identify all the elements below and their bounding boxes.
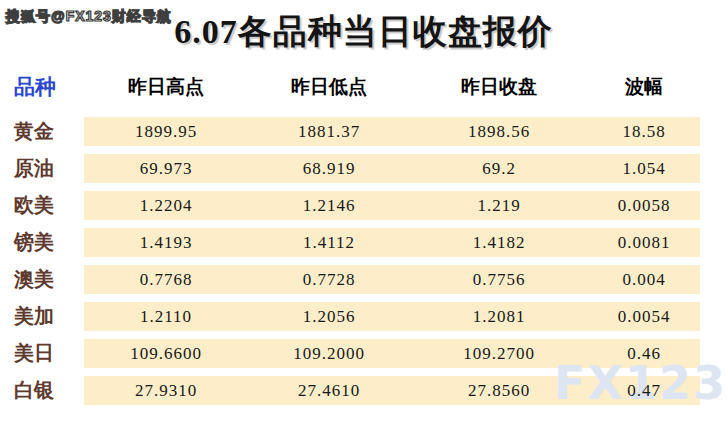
column-header-range: 波幅 — [588, 74, 700, 100]
cell-range: 1.054 — [588, 154, 700, 183]
cell-high: 69.973 — [84, 154, 248, 183]
row-label: 澳美 — [14, 265, 84, 294]
table-row-crude-oil: 原油 69.973 68.919 69.2 1.054 — [0, 154, 727, 183]
table-row-eurusd: 欧美 1.2204 1.2146 1.219 0.0058 — [0, 191, 727, 220]
table-row-audusd: 澳美 0.7768 0.7728 0.7756 0.004 — [0, 265, 727, 294]
row-label: 黄金 — [14, 117, 84, 146]
cell-high: 1899.95 — [84, 117, 248, 146]
cell-range: 0.0054 — [588, 302, 700, 331]
cell-high: 0.7768 — [84, 265, 248, 294]
column-header-high: 昨日高点 — [84, 74, 248, 100]
table-row-gbpusd: 镑美 1.4193 1.4112 1.4182 0.0081 — [0, 228, 727, 257]
cell-high: 1.2110 — [84, 302, 248, 331]
cell-low: 1.2146 — [248, 191, 410, 220]
cell-close: 109.2700 — [410, 339, 588, 368]
row-label: 美日 — [14, 339, 84, 368]
cell-close: 69.2 — [410, 154, 588, 183]
row-label: 镑美 — [14, 228, 84, 257]
row-label: 欧美 — [14, 191, 84, 220]
cell-high: 27.9310 — [84, 376, 248, 405]
cell-close: 1898.56 — [410, 117, 588, 146]
cell-low: 1.4112 — [248, 228, 410, 257]
cell-range: 18.58 — [588, 117, 700, 146]
table-row-gold: 黄金 1899.95 1881.37 1898.56 18.58 — [0, 117, 727, 146]
quote-table-page: 搜狐号@FX123财经导航 6.07各品种当日收盘报价 品种 昨日高点 昨日低点… — [0, 0, 727, 426]
cell-range: 0.004 — [588, 265, 700, 294]
cell-low: 68.919 — [248, 154, 410, 183]
cell-range: 0.0058 — [588, 191, 700, 220]
row-label: 原油 — [14, 154, 84, 183]
cell-close: 0.7756 — [410, 265, 588, 294]
cell-low: 27.4610 — [248, 376, 410, 405]
cell-high: 109.6600 — [84, 339, 248, 368]
column-header-product: 品种 — [14, 73, 84, 101]
cell-low: 109.2000 — [248, 339, 410, 368]
table-row-usdcad: 美加 1.2110 1.2056 1.2081 0.0054 — [0, 302, 727, 331]
cell-range: 0.47 — [588, 376, 700, 405]
cell-high: 1.2204 — [84, 191, 248, 220]
cell-low: 1881.37 — [248, 117, 410, 146]
cell-range: 0.0081 — [588, 228, 700, 257]
table-row-silver: 白银 27.9310 27.4610 27.8560 0.47 — [0, 376, 727, 405]
row-label: 白银 — [14, 376, 84, 405]
column-header-close: 昨日收盘 — [410, 74, 588, 100]
table-body: 黄金 1899.95 1881.37 1898.56 18.58 原油 69.9… — [0, 117, 727, 405]
cell-close: 1.4182 — [410, 228, 588, 257]
sohu-account-watermark: 搜狐号@FX123财经导航 — [6, 8, 172, 26]
cell-close: 1.219 — [410, 191, 588, 220]
cell-high: 1.4193 — [84, 228, 248, 257]
row-label: 美加 — [14, 302, 84, 331]
cell-close: 27.8560 — [410, 376, 588, 405]
table-header-row: 品种 昨日高点 昨日低点 昨日收盘 波幅 — [0, 72, 727, 102]
cell-close: 1.2081 — [410, 302, 588, 331]
cell-low: 0.7728 — [248, 265, 410, 294]
table-row-usdjpy: 美日 109.6600 109.2000 109.2700 0.46 — [0, 339, 727, 368]
column-header-low: 昨日低点 — [248, 74, 410, 100]
cell-low: 1.2056 — [248, 302, 410, 331]
cell-range: 0.46 — [588, 339, 700, 368]
